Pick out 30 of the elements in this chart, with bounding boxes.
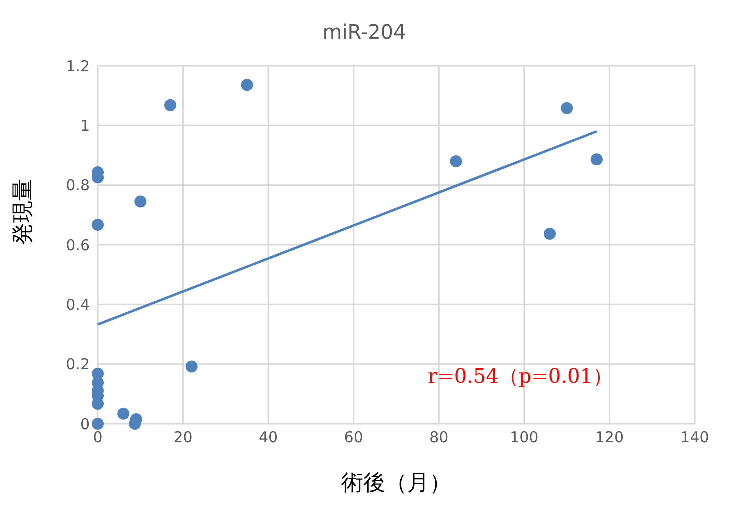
annotation: r=0.54（p=0.01）: [428, 363, 613, 390]
x-axis-title: 術後（月）: [342, 471, 452, 496]
x-tick-label: 120: [595, 428, 624, 447]
x-tick-label: 40: [259, 428, 278, 447]
x-tick-label: 100: [510, 428, 539, 447]
x-tick-label: 80: [430, 428, 449, 447]
point: [134, 196, 147, 208]
y-tick-label: 1: [80, 116, 90, 135]
point: [544, 228, 556, 240]
point: [164, 99, 176, 112]
point: [118, 408, 130, 420]
y-tick-label: 0.4: [66, 296, 90, 314]
point: [450, 155, 462, 168]
y-tick-label: 0: [80, 415, 90, 434]
point: [241, 79, 254, 92]
point: [561, 102, 574, 114]
point: [92, 418, 104, 430]
point: [590, 154, 603, 166]
y-tick-label: 0.6: [66, 236, 90, 254]
x-tick-label: 20: [174, 428, 193, 447]
y-tick-label: 0.2: [66, 356, 90, 374]
chart-title: miR-204: [322, 20, 408, 44]
x-tick-label: 0: [93, 428, 103, 447]
y-tick-label: 1.2: [66, 57, 90, 76]
point: [92, 219, 104, 232]
y-tick-label: 0.8: [66, 176, 90, 195]
x-tick-label: 140: [680, 428, 710, 447]
x-tick-label: 60: [344, 428, 364, 447]
point: [186, 360, 198, 373]
y-axis-title: 発現量: [10, 179, 36, 245]
